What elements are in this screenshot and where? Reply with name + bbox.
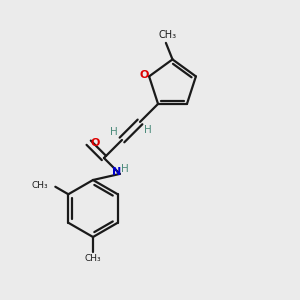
Text: CH₃: CH₃ xyxy=(85,254,101,263)
Text: O: O xyxy=(91,138,100,148)
Text: H: H xyxy=(110,127,118,137)
Text: CH₃: CH₃ xyxy=(31,181,48,190)
Text: N: N xyxy=(112,167,121,176)
Text: O: O xyxy=(140,70,149,80)
Text: H: H xyxy=(122,164,129,173)
Text: CH₃: CH₃ xyxy=(158,30,176,40)
Text: H: H xyxy=(144,125,152,135)
